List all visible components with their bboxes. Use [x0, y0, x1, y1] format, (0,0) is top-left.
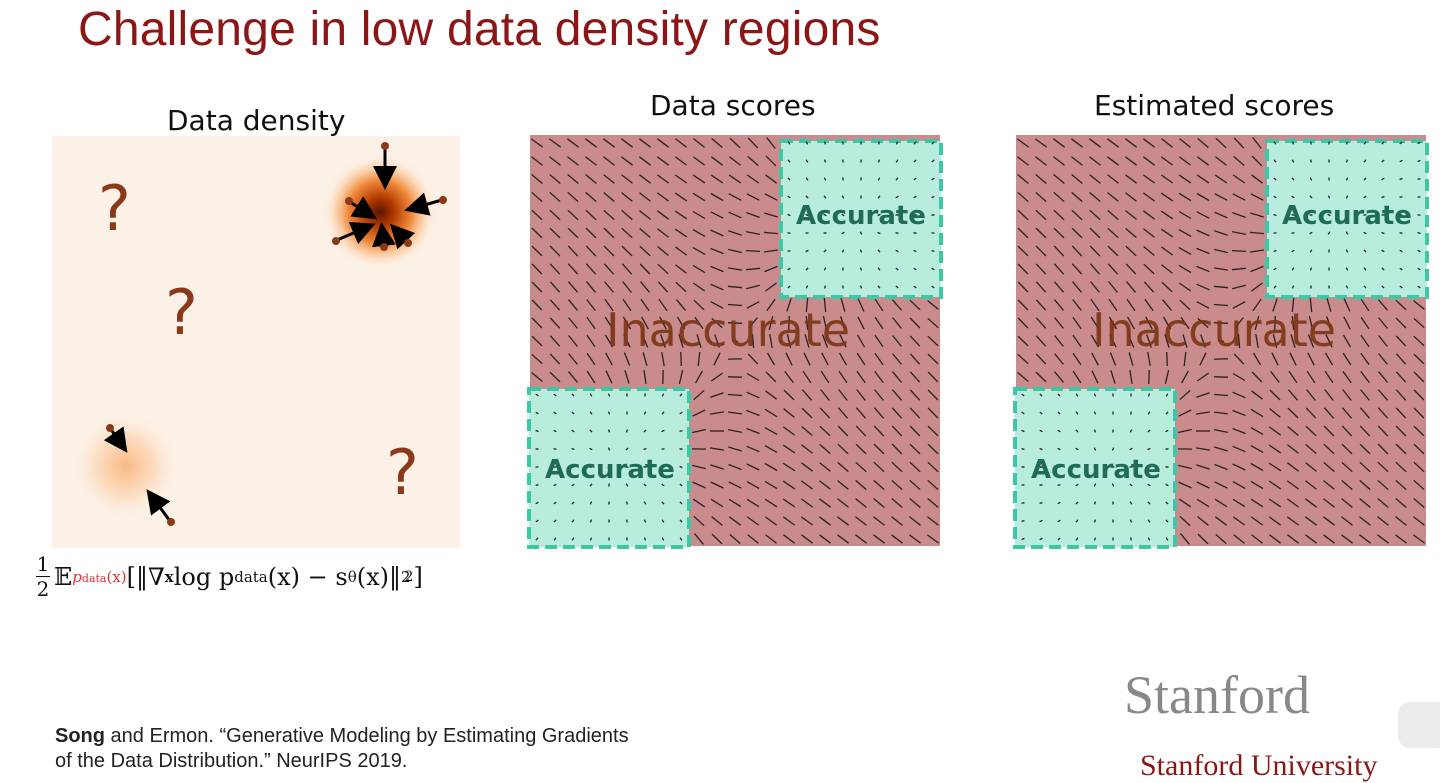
score-arrow	[1040, 503, 1043, 504]
score-arrow	[1022, 521, 1025, 522]
formula-body-3: (x) − s	[268, 563, 348, 591]
score-arrow	[746, 251, 760, 252]
formula-expectation: 𝔼	[54, 563, 72, 591]
formula-expectation-subscript: pdata(x)	[72, 568, 126, 586]
score-arrow	[1311, 268, 1312, 271]
score-arrow	[1400, 197, 1403, 198]
formula-norm-sup: 2	[405, 569, 414, 585]
score-arrow	[1292, 233, 1295, 234]
accurate-label-top-right: Accurate	[796, 201, 926, 231]
score-arrow	[572, 449, 575, 450]
citation: Song and Ermon. “Generative Modeling by …	[55, 724, 715, 774]
formula-theta-sub: θ	[348, 568, 357, 586]
score-arrow	[1418, 179, 1421, 180]
formula-body-2: log p	[174, 563, 234, 591]
accurate-label-top-right: Accurate	[1282, 201, 1412, 231]
score-arrow	[1149, 394, 1150, 397]
citation-line1-rest: and Ermon. “Generative Modeling by Estim…	[105, 725, 629, 747]
citation-author: Song	[55, 725, 105, 747]
score-arrow	[536, 485, 539, 486]
score-arrow	[680, 431, 683, 432]
formula-body-1: [‖∇	[127, 563, 165, 591]
score-arrow	[645, 538, 646, 541]
density-panel-title: Data density	[167, 104, 345, 137]
question-mark-2: ?	[165, 276, 198, 349]
score-arrow	[932, 251, 935, 252]
data-scores-panel: Accurate Accurate Inaccurate	[527, 133, 943, 549]
stanford-university-logo: Stanford University	[1140, 749, 1377, 783]
formula-frac-den: 2	[37, 577, 50, 601]
score-arrow	[1274, 215, 1277, 216]
stanford-wordmark-logo: Stanford	[1124, 664, 1310, 726]
score-arrow	[1232, 251, 1246, 252]
accurate-label-bottom-left: Accurate	[545, 455, 675, 485]
score-arrow	[1400, 233, 1403, 234]
score-arrow	[825, 142, 826, 145]
score-arrow	[879, 142, 880, 145]
estimated-scores-panel: Accurate Accurate Inaccurate	[1013, 133, 1429, 549]
score-arrow	[1022, 503, 1025, 504]
citation-line2: of the Data Distribution.” NeurIPS 2019.	[55, 750, 407, 772]
density-panel: ? ? ?	[52, 136, 460, 548]
inaccurate-label: Inaccurate	[606, 303, 850, 357]
density-mode-high	[322, 154, 438, 270]
score-arrow	[554, 449, 557, 450]
score-arrow	[1311, 160, 1312, 163]
score-arrow	[1418, 233, 1421, 234]
score-arrow	[1329, 286, 1330, 289]
score-arrow	[644, 449, 647, 450]
score-arrow	[627, 502, 628, 505]
formula-frac-num: 1	[37, 552, 50, 576]
score-arrow	[788, 233, 791, 234]
accurate-label-bottom-left: Accurate	[1031, 455, 1161, 485]
formula-body-5: ]	[413, 563, 422, 591]
score-arrow	[825, 286, 826, 289]
formula-body-4: (x)‖	[357, 563, 401, 591]
score-arrow	[1131, 538, 1132, 541]
formula-nabla-sub: x	[165, 568, 174, 586]
score-arrow	[627, 430, 628, 433]
slide-title: Challenge in low data density regions	[78, 2, 881, 57]
score-arrow	[1113, 394, 1114, 397]
data-scores-panel-title: Data scores	[650, 89, 816, 122]
formula-fraction: 1 2	[36, 552, 50, 601]
video-play-badge-icon[interactable]	[1398, 702, 1440, 748]
formula-pdata-sub: data	[234, 568, 268, 586]
density-mode-low	[71, 411, 181, 521]
score-matching-objective: 1 2 𝔼 pdata(x) [‖∇ x log p data (x) − s …	[36, 552, 423, 601]
question-mark-1: ?	[98, 172, 131, 245]
score-arrow	[1131, 412, 1132, 415]
score-arrow	[843, 178, 844, 181]
score-arrow	[896, 233, 899, 234]
estimated-scores-panel-title: Estimated scores	[1094, 89, 1334, 122]
score-arrow	[1022, 449, 1025, 450]
inaccurate-label: Inaccurate	[1092, 303, 1336, 357]
question-mark-3: ?	[386, 436, 419, 509]
